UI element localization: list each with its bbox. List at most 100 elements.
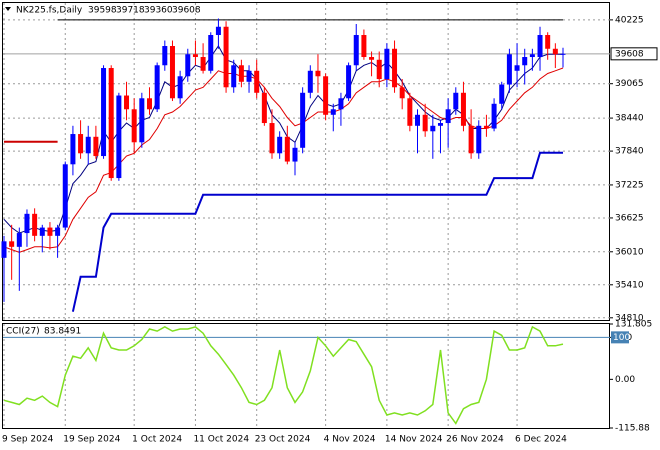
candle-body (476, 125, 482, 154)
candle-body (292, 147, 298, 162)
candle-body (361, 35, 367, 58)
candle-body (384, 48, 390, 80)
candle-body (307, 70, 313, 93)
candle-body (246, 70, 252, 82)
candle-body (545, 35, 551, 49)
x-tick-label: 1 Oct 2024 (132, 435, 182, 445)
candle-body (16, 233, 22, 247)
candle-body (330, 109, 336, 115)
candle-body (514, 65, 520, 71)
candle-body (55, 227, 61, 236)
y-tick-label: 38440 (615, 114, 644, 124)
high-value: 39718 (116, 6, 145, 16)
x-tick-label: 19 Sep 2024 (63, 435, 120, 445)
candle-body (231, 65, 237, 88)
candle-body (39, 227, 45, 236)
candle-body (261, 92, 267, 124)
candle-body (1, 241, 7, 258)
x-tick-label: 23 Oct 2024 (255, 435, 311, 445)
candle-body (468, 125, 474, 154)
chart-title: NK225.fs,Daily (16, 6, 83, 16)
y-tick-label: 40225 (615, 15, 644, 25)
candle-body (108, 68, 114, 179)
price-box (610, 47, 658, 61)
x-tick-label: 11 Oct 2024 (193, 435, 249, 445)
level-box (611, 331, 629, 344)
level-box-label: 100 (613, 333, 630, 343)
candle-body (323, 76, 329, 115)
y-tick-label: 37840 (615, 147, 644, 157)
y-tick-label: 0.00 (615, 375, 635, 385)
candle-body (78, 134, 84, 154)
candle-body (407, 98, 413, 126)
y-tick-label: -115.88 (615, 424, 650, 434)
candle-body (223, 26, 229, 88)
indicator-line (3, 67, 564, 253)
x-tick-label: 6 Dec 2024 (515, 435, 567, 445)
candle-body (24, 213, 30, 234)
candle-body (491, 103, 497, 129)
candle-body (177, 76, 183, 99)
candle-body (437, 123, 443, 126)
indicator-line (71, 151, 563, 312)
candle-body (392, 48, 398, 88)
candle-body (185, 54, 191, 77)
candle-body (537, 35, 543, 58)
candle-body (238, 65, 244, 82)
candle-body (200, 57, 206, 71)
candle-body (277, 136, 283, 154)
y-tick-label: 35410 (615, 280, 644, 290)
candle-body (499, 84, 505, 104)
candle-body (47, 227, 53, 236)
candle-body (208, 35, 214, 71)
candle-body (430, 125, 436, 132)
low-value: 39360 (144, 6, 173, 16)
candle-body (93, 136, 99, 157)
candle-body (338, 98, 344, 110)
candle-body (162, 46, 168, 66)
candle-body (101, 68, 107, 157)
price-box-label: 39608 (615, 49, 644, 59)
candle-body (560, 53, 566, 55)
cci-line (3, 325, 564, 425)
candle-body (422, 114, 428, 132)
candle-body (483, 125, 489, 129)
candle-body (62, 164, 68, 228)
candle-body (353, 35, 359, 66)
y-tick-label: 34810 (615, 313, 644, 323)
close-value: 39608 (172, 6, 201, 16)
cci-title: CCI(27) (6, 327, 40, 337)
candle-body (116, 95, 122, 179)
candle-body (154, 65, 160, 110)
candle-body (254, 70, 260, 93)
candle-body (215, 26, 221, 36)
candle-body (453, 92, 459, 110)
candle-body (124, 95, 130, 110)
header-icon (5, 7, 11, 11)
y-tick-label: 39065 (615, 79, 644, 89)
candle-body (131, 109, 137, 143)
candle-body (460, 92, 466, 126)
candle-body (192, 54, 198, 58)
y-tick-label: 131.805 (615, 320, 652, 330)
candle-body (552, 48, 558, 55)
y-tick-label: 36010 (615, 247, 644, 257)
x-tick-label: 26 Nov 2024 (446, 435, 504, 445)
candle-body (415, 114, 421, 126)
candle-body (269, 123, 275, 154)
candle-body (399, 87, 405, 99)
candle-body (300, 92, 306, 148)
cci-value: 83.8491 (44, 327, 81, 337)
candle-body (9, 241, 15, 247)
candle-body (529, 54, 535, 58)
candle-body (445, 109, 451, 124)
candle-body (146, 98, 152, 110)
open-value: 39598 (88, 6, 117, 16)
y-tick-label: 36625 (615, 213, 644, 223)
candle-body (506, 54, 512, 85)
y-tick-label: 37225 (615, 180, 644, 190)
candle-body (284, 136, 290, 162)
candle-body (346, 65, 352, 99)
